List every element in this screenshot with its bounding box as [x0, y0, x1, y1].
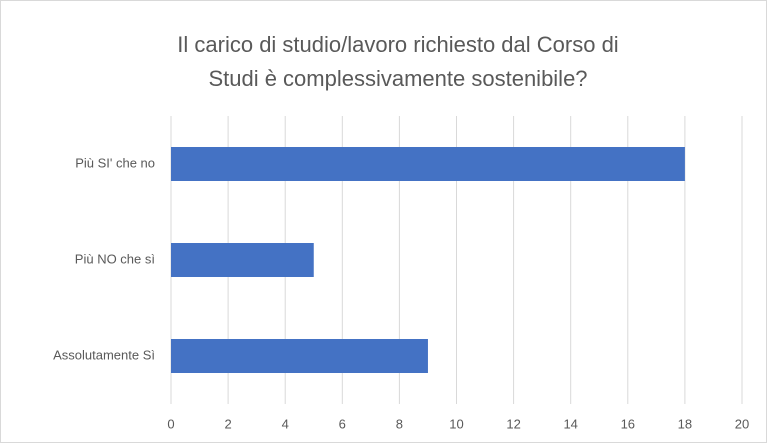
- chart-title: Il carico di studio/lavoro richiesto dal…: [177, 32, 618, 57]
- bar: [171, 339, 428, 373]
- x-tick-label: 12: [506, 416, 520, 431]
- x-tick-label: 2: [224, 416, 231, 431]
- bar: [171, 243, 314, 277]
- x-tick-label: 4: [282, 416, 289, 431]
- x-tick-label: 18: [678, 416, 692, 431]
- x-tick-label: 6: [339, 416, 346, 431]
- y-tick-label: Più NO che sì: [75, 251, 155, 266]
- chart-title: Studi è complessivamente sostenibile?: [208, 66, 587, 91]
- x-tick-label: 14: [563, 416, 577, 431]
- bar: [171, 147, 685, 181]
- x-tick-label: 8: [396, 416, 403, 431]
- x-tick-label: 10: [449, 416, 463, 431]
- x-tick-label: 0: [167, 416, 174, 431]
- y-tick-label: Assolutamente Sì: [53, 347, 155, 362]
- y-tick-label: Più SI' che no: [75, 155, 155, 170]
- x-tick-label: 20: [735, 416, 749, 431]
- x-tick-label: 16: [621, 416, 635, 431]
